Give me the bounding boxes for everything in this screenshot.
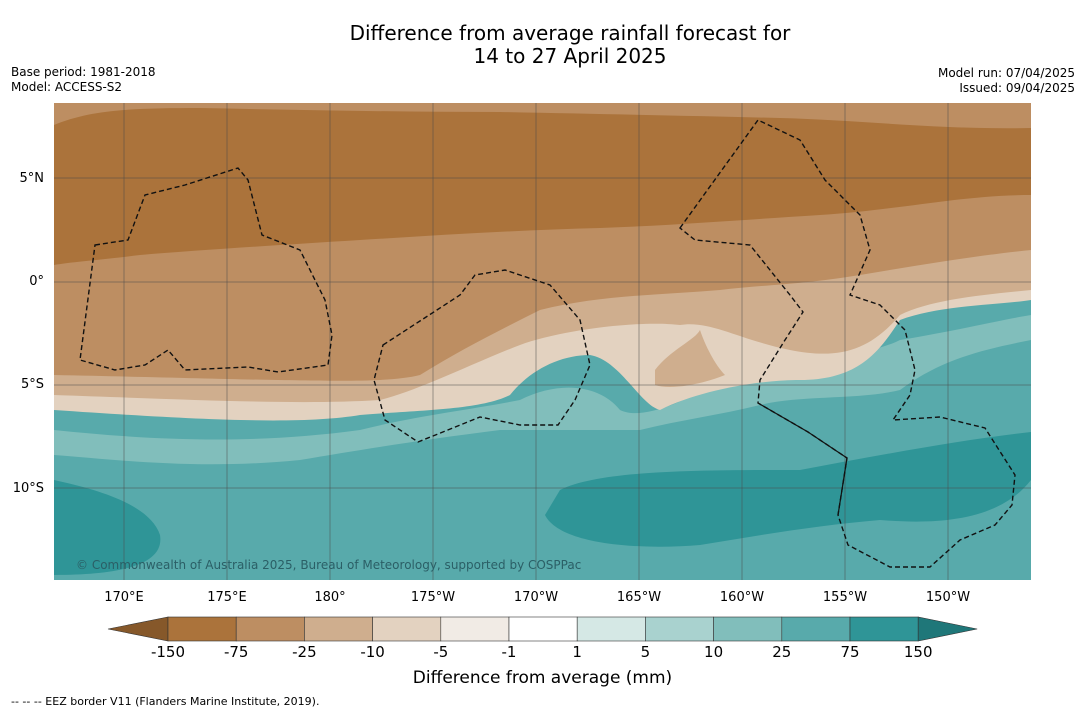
lon-label-180: 180° <box>314 590 346 605</box>
eez-border-tokelau <box>373 269 591 443</box>
colorbar-segment <box>304 616 373 642</box>
lon-label-175e: 175°E <box>207 590 247 605</box>
lat-label-0: 0° <box>29 274 44 289</box>
colorbar-tick-label: -5 <box>433 643 449 661</box>
lat-label-5s: 5°S <box>20 377 44 392</box>
colorbar-segment <box>713 616 783 642</box>
colorbar-extend-high <box>917 616 978 642</box>
lon-label-155w: 155°W <box>822 590 868 605</box>
meta-left: Base period: 1981-2018 Model: ACCESS-S2 <box>11 65 156 95</box>
field-band-75-150 <box>545 432 1031 547</box>
graticule <box>54 103 1031 580</box>
title-line-2: 14 to 27 April 2025 <box>473 44 667 68</box>
colorbar-segment <box>167 616 237 642</box>
model-name: Model: ACCESS-S2 <box>11 80 123 94</box>
colorbar-segment <box>849 616 919 642</box>
field-top-band <box>54 103 1031 129</box>
base-period: Base period: 1981-2018 <box>11 65 156 79</box>
colorbar-tick-label: 25 <box>772 643 792 661</box>
title-line-1: Difference from average rainfall forecas… <box>349 21 791 45</box>
colorbar-tick-label: 1 <box>572 643 582 661</box>
model-run: Model run: 07/04/2025 <box>937 66 1075 80</box>
lat-label-5n: 5°N <box>19 171 45 186</box>
field-band-25-75 <box>54 315 1031 465</box>
lon-label-170e: 170°E <box>104 590 144 605</box>
colorbar-tick-label: 150 <box>903 643 933 661</box>
colorbar-segment <box>781 616 851 642</box>
lat-label-10s: 10°S <box>12 481 44 496</box>
rainfall-anomaly-field <box>54 103 1031 580</box>
field-patch <box>655 330 725 387</box>
colorbar-tick-label: 5 <box>640 643 651 661</box>
eez-border-kiribati-west <box>79 167 333 373</box>
colorbar-extend-low <box>107 616 169 642</box>
colorbar-tick-label: 75 <box>840 643 860 661</box>
field-band-75-150-west <box>54 480 161 575</box>
colorbar-tick-label: -25 <box>292 643 317 661</box>
colorbar-label: Difference from average (mm) <box>412 668 673 688</box>
colorbar-tick-label: -150 <box>150 643 186 661</box>
colorbar <box>107 616 978 642</box>
eez-border-east <box>679 119 1016 568</box>
colorbar-segment <box>508 616 578 642</box>
eez-borders <box>79 119 1016 568</box>
lon-label-175w: 175°W <box>410 590 456 605</box>
lon-label-160w: 160°W <box>719 590 765 605</box>
lon-label-165w: 165°W <box>616 590 662 605</box>
lon-label-170w: 170°W <box>513 590 559 605</box>
lon-label-150w: 150°W <box>925 590 971 605</box>
colorbar-segment <box>235 616 305 642</box>
meta-right: Model run: 07/04/2025 Issued: 09/04/2025 <box>938 66 1075 96</box>
map-title: Difference from average rainfall forecas… <box>0 22 1085 68</box>
field-band-neg150-neg75 <box>54 103 1031 265</box>
colorbar-tick-label: -1 <box>501 643 517 661</box>
colorbar-segment <box>576 616 646 642</box>
colorbar-tick-label: -10 <box>360 643 385 661</box>
boundary-solid <box>757 402 848 516</box>
copyright-notice: © Commonwealth of Australia 2025, Bureau… <box>76 558 582 572</box>
colorbar-segment <box>645 616 714 642</box>
eez-legend-note: -- -- -- EEZ border V11 (Flanders Marine… <box>11 695 320 708</box>
colorbar-segment <box>372 616 442 642</box>
colorbar-tick-label: -75 <box>223 643 249 661</box>
colorbar-segment <box>440 616 510 642</box>
colorbar-tick-label: 10 <box>704 643 724 661</box>
issued-date: Issued: 09/04/2025 <box>959 81 1075 95</box>
